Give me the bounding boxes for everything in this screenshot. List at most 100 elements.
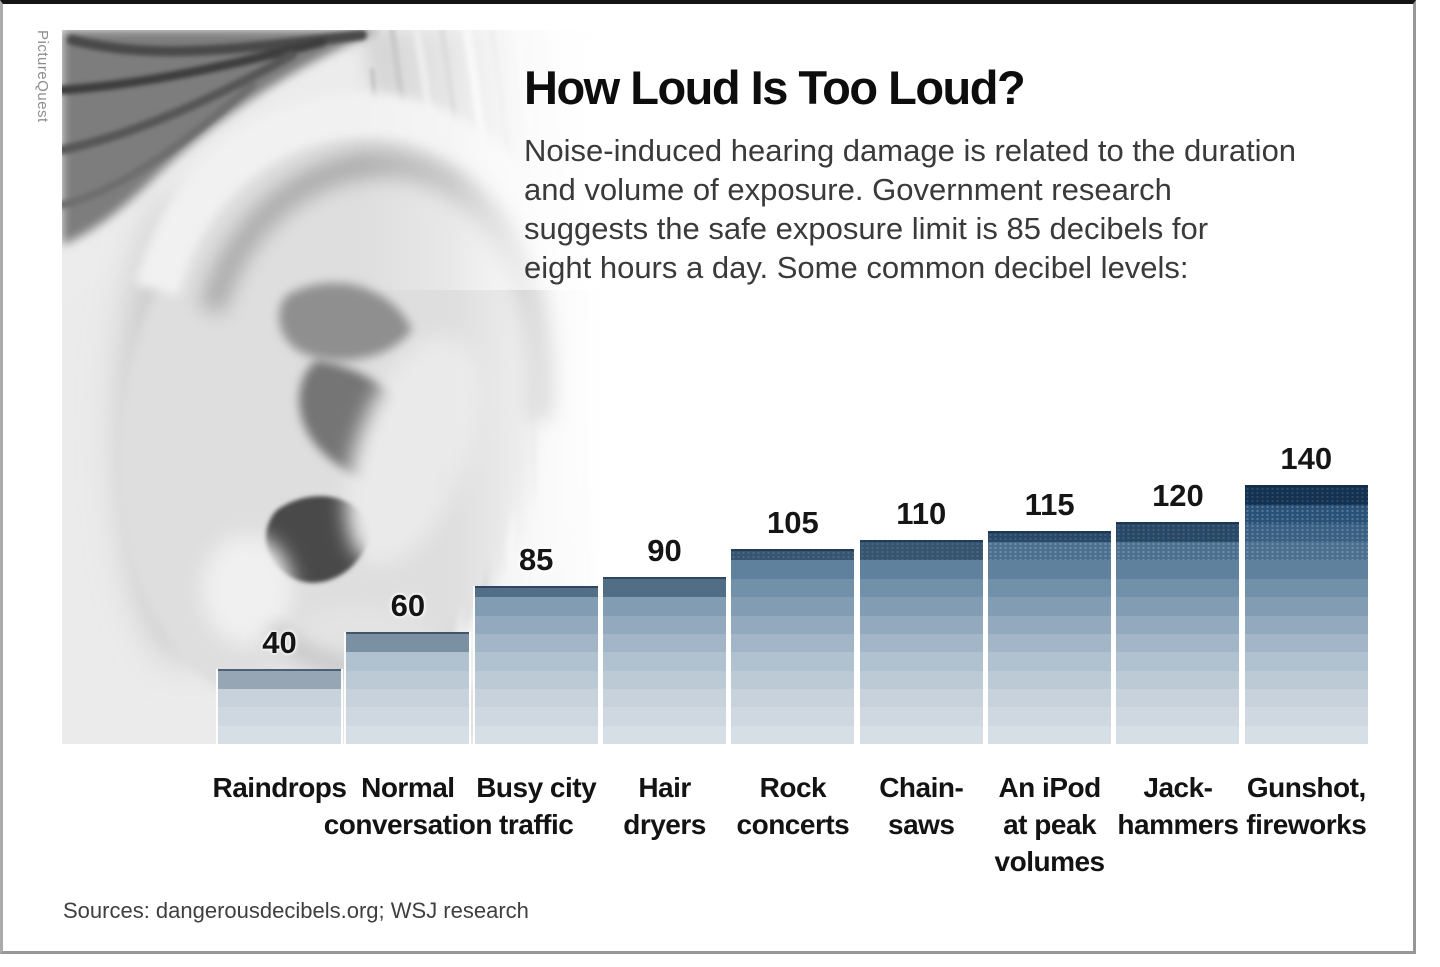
bar-value-label: 140 <box>1280 441 1333 476</box>
bar-band <box>859 669 983 689</box>
bar-band <box>1116 687 1240 708</box>
bar-band <box>988 559 1112 579</box>
bar-band <box>988 651 1112 671</box>
bar-band <box>731 559 855 579</box>
bar-fill <box>1114 522 1242 746</box>
bar-fill <box>986 531 1114 746</box>
bar-band <box>1116 541 1240 561</box>
bar-band <box>346 724 470 744</box>
bar-band <box>988 541 1112 561</box>
bar-band <box>603 632 727 653</box>
bar-band <box>1244 541 1368 561</box>
bar-value-label: 60 <box>390 588 426 623</box>
bar-band <box>988 687 1112 708</box>
bar-band <box>603 724 727 744</box>
bar-fill <box>729 549 857 746</box>
infographic-frame: PictureQuest <box>0 0 1416 954</box>
bar-band <box>1244 485 1368 506</box>
bar-band <box>603 651 727 671</box>
bar-band <box>731 651 855 671</box>
bar-fill <box>216 669 343 746</box>
bar-band <box>859 724 983 744</box>
bar-band <box>988 724 1112 744</box>
bar-band <box>218 669 341 689</box>
bar-band <box>474 687 598 708</box>
infographic-title: How Loud Is Too Loud? <box>524 61 1026 114</box>
bar-band <box>474 706 598 726</box>
bar-band <box>731 669 855 689</box>
bar-band <box>474 669 598 689</box>
bar-value-label: 85 <box>518 542 554 577</box>
bar-band <box>474 632 598 653</box>
bar-band <box>218 724 341 744</box>
bar-fill <box>1242 485 1370 746</box>
ear-photo <box>62 30 602 744</box>
ear-photo-illustration <box>62 30 602 744</box>
bar-band <box>859 540 983 561</box>
bar-band <box>1116 706 1240 726</box>
bar-value-label: 40 <box>262 625 297 660</box>
bar-band <box>1244 669 1368 689</box>
bar-band <box>988 577 1112 598</box>
bar-band <box>988 596 1112 616</box>
bar-band <box>1244 596 1368 616</box>
header: How Loud Is Too Loud? Noise-induced hear… <box>524 60 1404 287</box>
bar-band <box>731 706 855 726</box>
bar-band <box>1116 651 1240 671</box>
bar-category-label: An iPod at peak volumes <box>994 772 1106 877</box>
bar-band <box>346 687 470 708</box>
bar-band <box>859 632 983 653</box>
bar-band <box>1244 706 1368 726</box>
bar-band <box>1244 522 1368 543</box>
bar-band <box>988 706 1112 726</box>
bar-band <box>474 724 598 744</box>
bar-band <box>474 586 598 598</box>
bar-band <box>1244 614 1368 634</box>
bar-category-label: Gunshot, fireworks <box>1246 772 1367 840</box>
bar-value-label: 110 <box>896 496 947 531</box>
bar-band <box>859 577 983 598</box>
bar-band <box>731 632 855 653</box>
bar-band <box>988 531 1112 543</box>
bar-band <box>1116 724 1240 744</box>
bar-band <box>731 596 855 616</box>
bar-band <box>1244 632 1368 653</box>
bar-band <box>988 614 1112 634</box>
bar-band <box>1244 504 1368 524</box>
bar-band <box>346 669 470 689</box>
bar-category-label: Normal conversation <box>323 772 493 840</box>
bar-band <box>988 669 1112 689</box>
bar-category-label: Raindrops <box>212 772 347 803</box>
bar-band <box>1116 669 1240 689</box>
bar-band <box>1244 651 1368 671</box>
bar-band <box>1244 687 1368 708</box>
bar-band <box>1116 522 1240 543</box>
bar-band <box>859 706 983 726</box>
bar-band <box>859 596 983 616</box>
bar-fill <box>472 586 600 746</box>
bar-fill <box>344 632 472 746</box>
bar-value-label: 115 <box>1024 487 1075 522</box>
bar-band <box>731 577 855 598</box>
bar-category-label: Busy city traffic <box>476 772 597 840</box>
bar-category-label: Chain- saws <box>879 772 964 840</box>
bar-category-label: Hair dryers <box>623 772 706 840</box>
bar-fill <box>601 577 729 746</box>
infographic-description: Noise-induced hearing damage is related … <box>524 133 1297 285</box>
bar-band <box>218 687 341 708</box>
bar-band <box>1244 724 1368 744</box>
bar-band <box>859 614 983 634</box>
bar-value-label: 120 <box>1152 478 1204 513</box>
bar-band <box>603 596 727 616</box>
bar-band <box>346 651 470 671</box>
bar-band <box>1244 577 1368 598</box>
bar-band <box>346 632 470 653</box>
bar-value-label: 90 <box>647 533 682 568</box>
bar-band <box>859 651 983 671</box>
bar-band <box>859 559 983 579</box>
decibel-bar-chart: 40 Raindrops 60 Normal conversation 85 Busy c… <box>213 420 1376 877</box>
bar-band <box>603 687 727 708</box>
bar-value-label: 105 <box>767 505 819 540</box>
bar-band <box>731 614 855 634</box>
